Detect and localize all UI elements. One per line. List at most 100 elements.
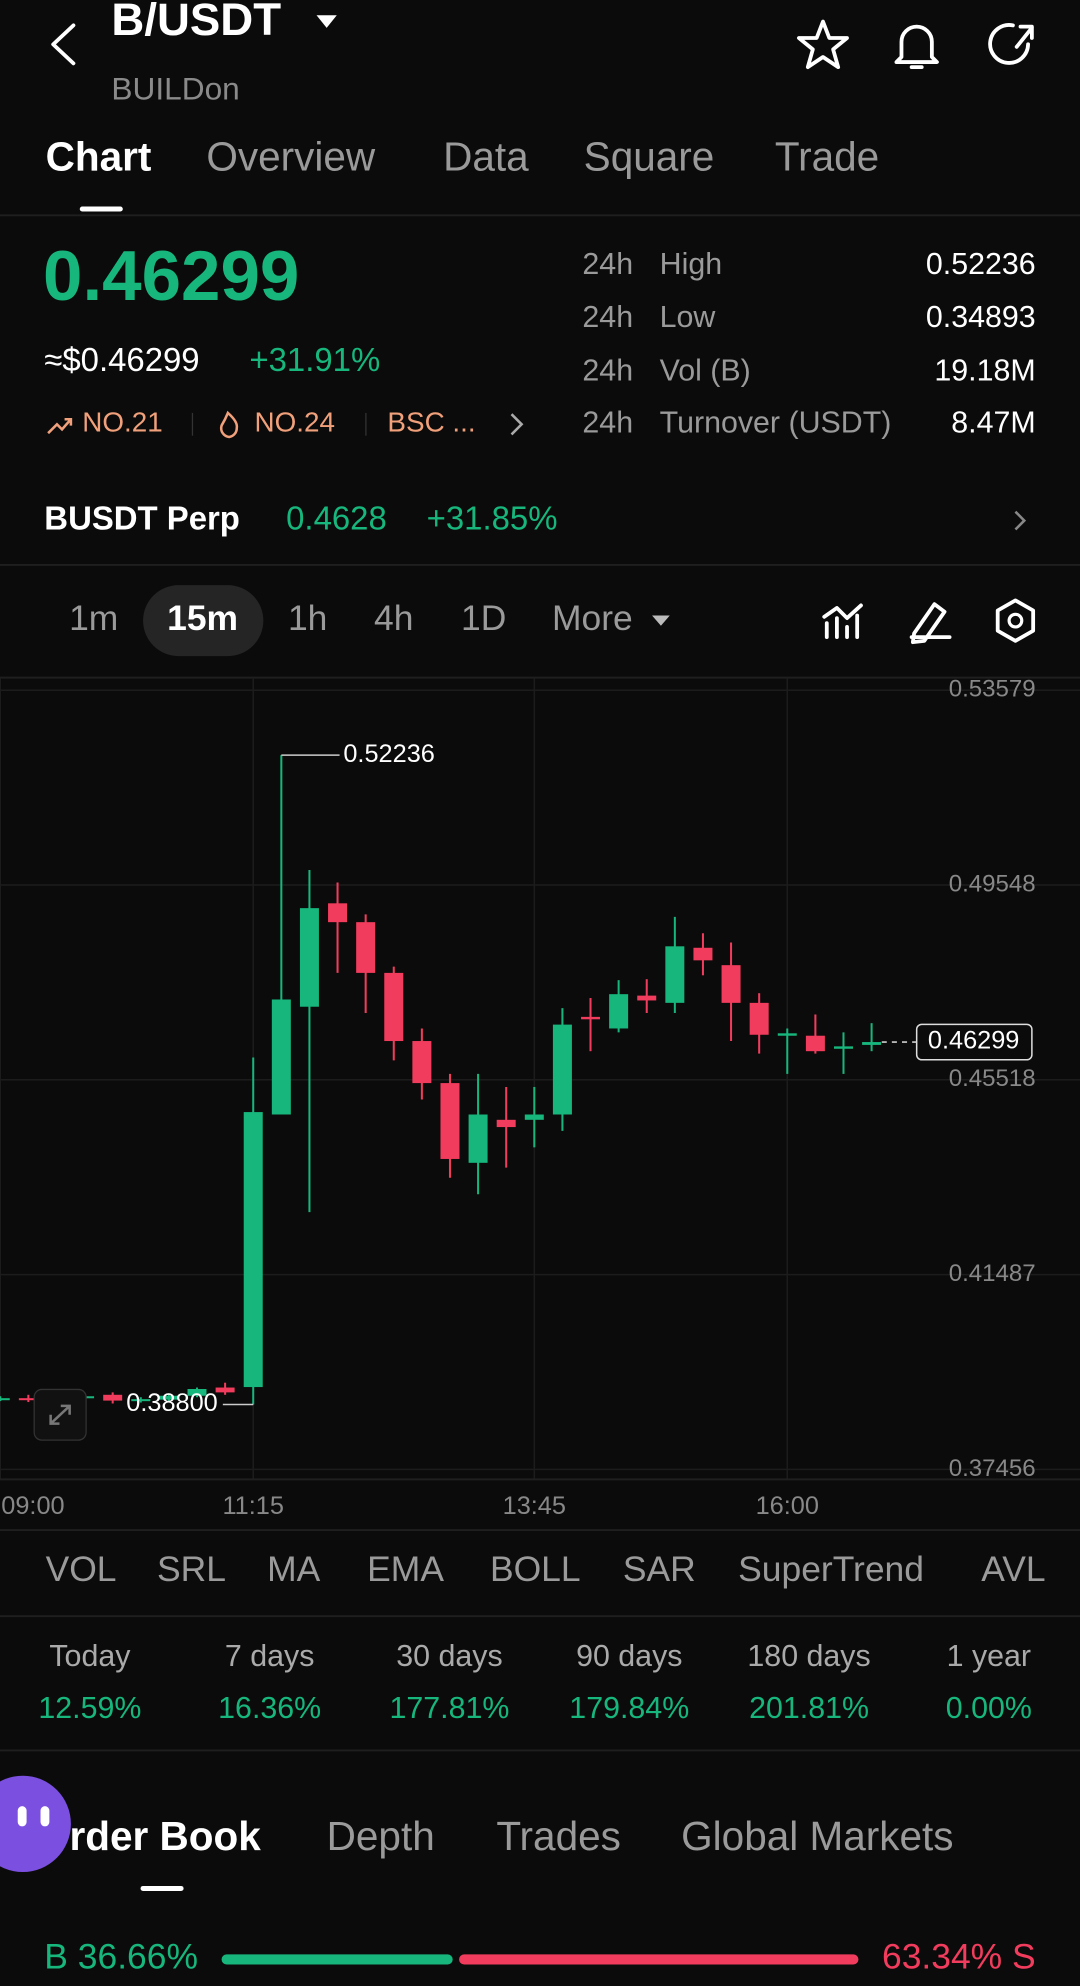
price-change: +31.91% <box>249 341 380 378</box>
order-tab[interactable]: Trades <box>496 1813 621 1859</box>
x-tick-label: 09:00 <box>1 1492 64 1520</box>
last-price: 0.46299 <box>43 237 299 316</box>
pair-subtitle: BUILDon <box>111 71 239 107</box>
candle-body <box>187 1388 207 1396</box>
tab[interactable]: Square <box>584 133 715 179</box>
candle-body <box>524 1114 544 1120</box>
interval[interactable]: 1D <box>461 598 506 638</box>
stat-value: 19.18M <box>934 353 1035 387</box>
performance-period: 90 days <box>576 1639 682 1673</box>
indicator-tab[interactable]: EMA <box>367 1549 444 1589</box>
sell-ratio-label: 63.34% S <box>882 1937 1036 1977</box>
buy-ratio-label: B 36.66% <box>44 1937 198 1977</box>
perp-chevron[interactable] <box>1014 510 1027 531</box>
candle-body <box>159 1395 179 1400</box>
tab[interactable]: Overview <box>206 133 376 179</box>
performance-period: 30 days <box>396 1639 502 1673</box>
high-label: 0.52236 <box>343 740 434 768</box>
interval[interactable]: 1h <box>288 598 327 638</box>
buy-ratio-bar <box>221 1954 453 1965</box>
indicator-tab[interactable]: SRL <box>157 1549 226 1589</box>
interval-selected-bg <box>143 585 264 657</box>
expand-icon <box>49 1404 71 1425</box>
candle-body <box>440 1083 460 1159</box>
stat-period: 24h <box>582 405 633 439</box>
rank-tag[interactable]: NO.24 <box>254 407 334 438</box>
draw-icon[interactable] <box>909 602 952 645</box>
interval[interactable]: 4h <box>374 598 413 638</box>
candle-body <box>299 908 319 1007</box>
settings-icon[interactable] <box>995 598 1036 643</box>
back-button[interactable] <box>51 23 76 66</box>
candle-body <box>693 947 713 961</box>
candle-body <box>665 946 685 1003</box>
stat-label: Vol (B) <box>660 353 751 387</box>
perp-name[interactable]: BUSDT Perp <box>44 499 240 536</box>
y-tick-label: 0.37456 <box>949 1455 1036 1482</box>
candle-body <box>0 1398 10 1401</box>
candle-body <box>468 1114 488 1163</box>
indicator-tab[interactable]: VOL <box>46 1549 117 1589</box>
performance-value: 16.36% <box>218 1691 321 1725</box>
performance-value: 179.84% <box>569 1691 689 1725</box>
low-label: 0.38800 <box>126 1389 217 1417</box>
indicator-tab[interactable]: AVL <box>981 1549 1045 1589</box>
indicator-tab[interactable]: SAR <box>623 1549 696 1589</box>
indicator-tab[interactable]: MA <box>267 1549 321 1589</box>
candle-body <box>384 972 404 1042</box>
indicator-tab[interactable]: SuperTrend <box>738 1549 924 1589</box>
candle-body <box>215 1387 235 1393</box>
candle-body <box>243 1112 263 1388</box>
assistant-eye <box>17 1806 27 1827</box>
order-tab[interactable]: Depth <box>327 1813 435 1859</box>
candle-body <box>356 922 376 973</box>
candle-body <box>777 1033 797 1036</box>
share-icon[interactable] <box>988 23 1034 65</box>
stat-label: High <box>660 247 722 281</box>
candle-body <box>805 1035 825 1052</box>
performance-period: 1 year <box>947 1639 1031 1673</box>
tab[interactable]: Data <box>443 133 529 179</box>
indicator-icon[interactable] <box>822 603 863 639</box>
interval[interactable]: More <box>552 598 633 638</box>
candle-body <box>271 999 291 1115</box>
candle-body <box>862 1042 882 1045</box>
candle-body <box>328 903 348 923</box>
tags-chevron[interactable] <box>510 413 524 436</box>
order-tab[interactable]: Order Book <box>38 1813 261 1859</box>
performance-value: 0.00% <box>946 1691 1032 1725</box>
rank-tag[interactable]: BSC ... <box>387 407 475 438</box>
stat-value: 0.52236 <box>926 247 1036 281</box>
order-tab[interactable]: Global Markets <box>681 1813 953 1859</box>
interval[interactable]: 1m <box>69 598 118 638</box>
candle-body <box>721 965 741 1003</box>
x-tick-label: 13:45 <box>503 1492 566 1520</box>
pair-dropdown[interactable] <box>316 15 337 28</box>
y-tick-label: 0.41487 <box>949 1260 1036 1287</box>
x-tick-label: 16:00 <box>756 1492 819 1520</box>
performance-value: 201.81% <box>749 1691 869 1725</box>
interval[interactable]: 15m <box>167 598 238 638</box>
rank-icon <box>47 417 73 435</box>
performance-period: 7 days <box>225 1639 314 1673</box>
assistant-bubble[interactable] <box>0 1775 71 1872</box>
candle-body <box>637 995 657 1001</box>
more-dropdown[interactable] <box>652 615 670 626</box>
stat-value: 0.34893 <box>926 300 1036 334</box>
stat-period: 24h <box>582 300 633 334</box>
tab[interactable]: Trade <box>775 133 879 179</box>
performance-value: 177.81% <box>390 1691 510 1725</box>
tab[interactable]: Chart <box>46 133 152 179</box>
pair-title[interactable]: B/USDT <box>111 0 281 45</box>
order-tab-indicator <box>140 1885 184 1892</box>
alert-icon[interactable] <box>894 24 939 70</box>
favorite-icon[interactable] <box>797 19 849 70</box>
rank-tag[interactable]: NO.21 <box>82 407 162 438</box>
indicator-tab[interactable]: BOLL <box>490 1549 581 1589</box>
candle-body <box>496 1119 516 1128</box>
candle-body <box>18 1398 38 1401</box>
candle-body <box>609 994 629 1029</box>
candle-body <box>412 1041 432 1084</box>
